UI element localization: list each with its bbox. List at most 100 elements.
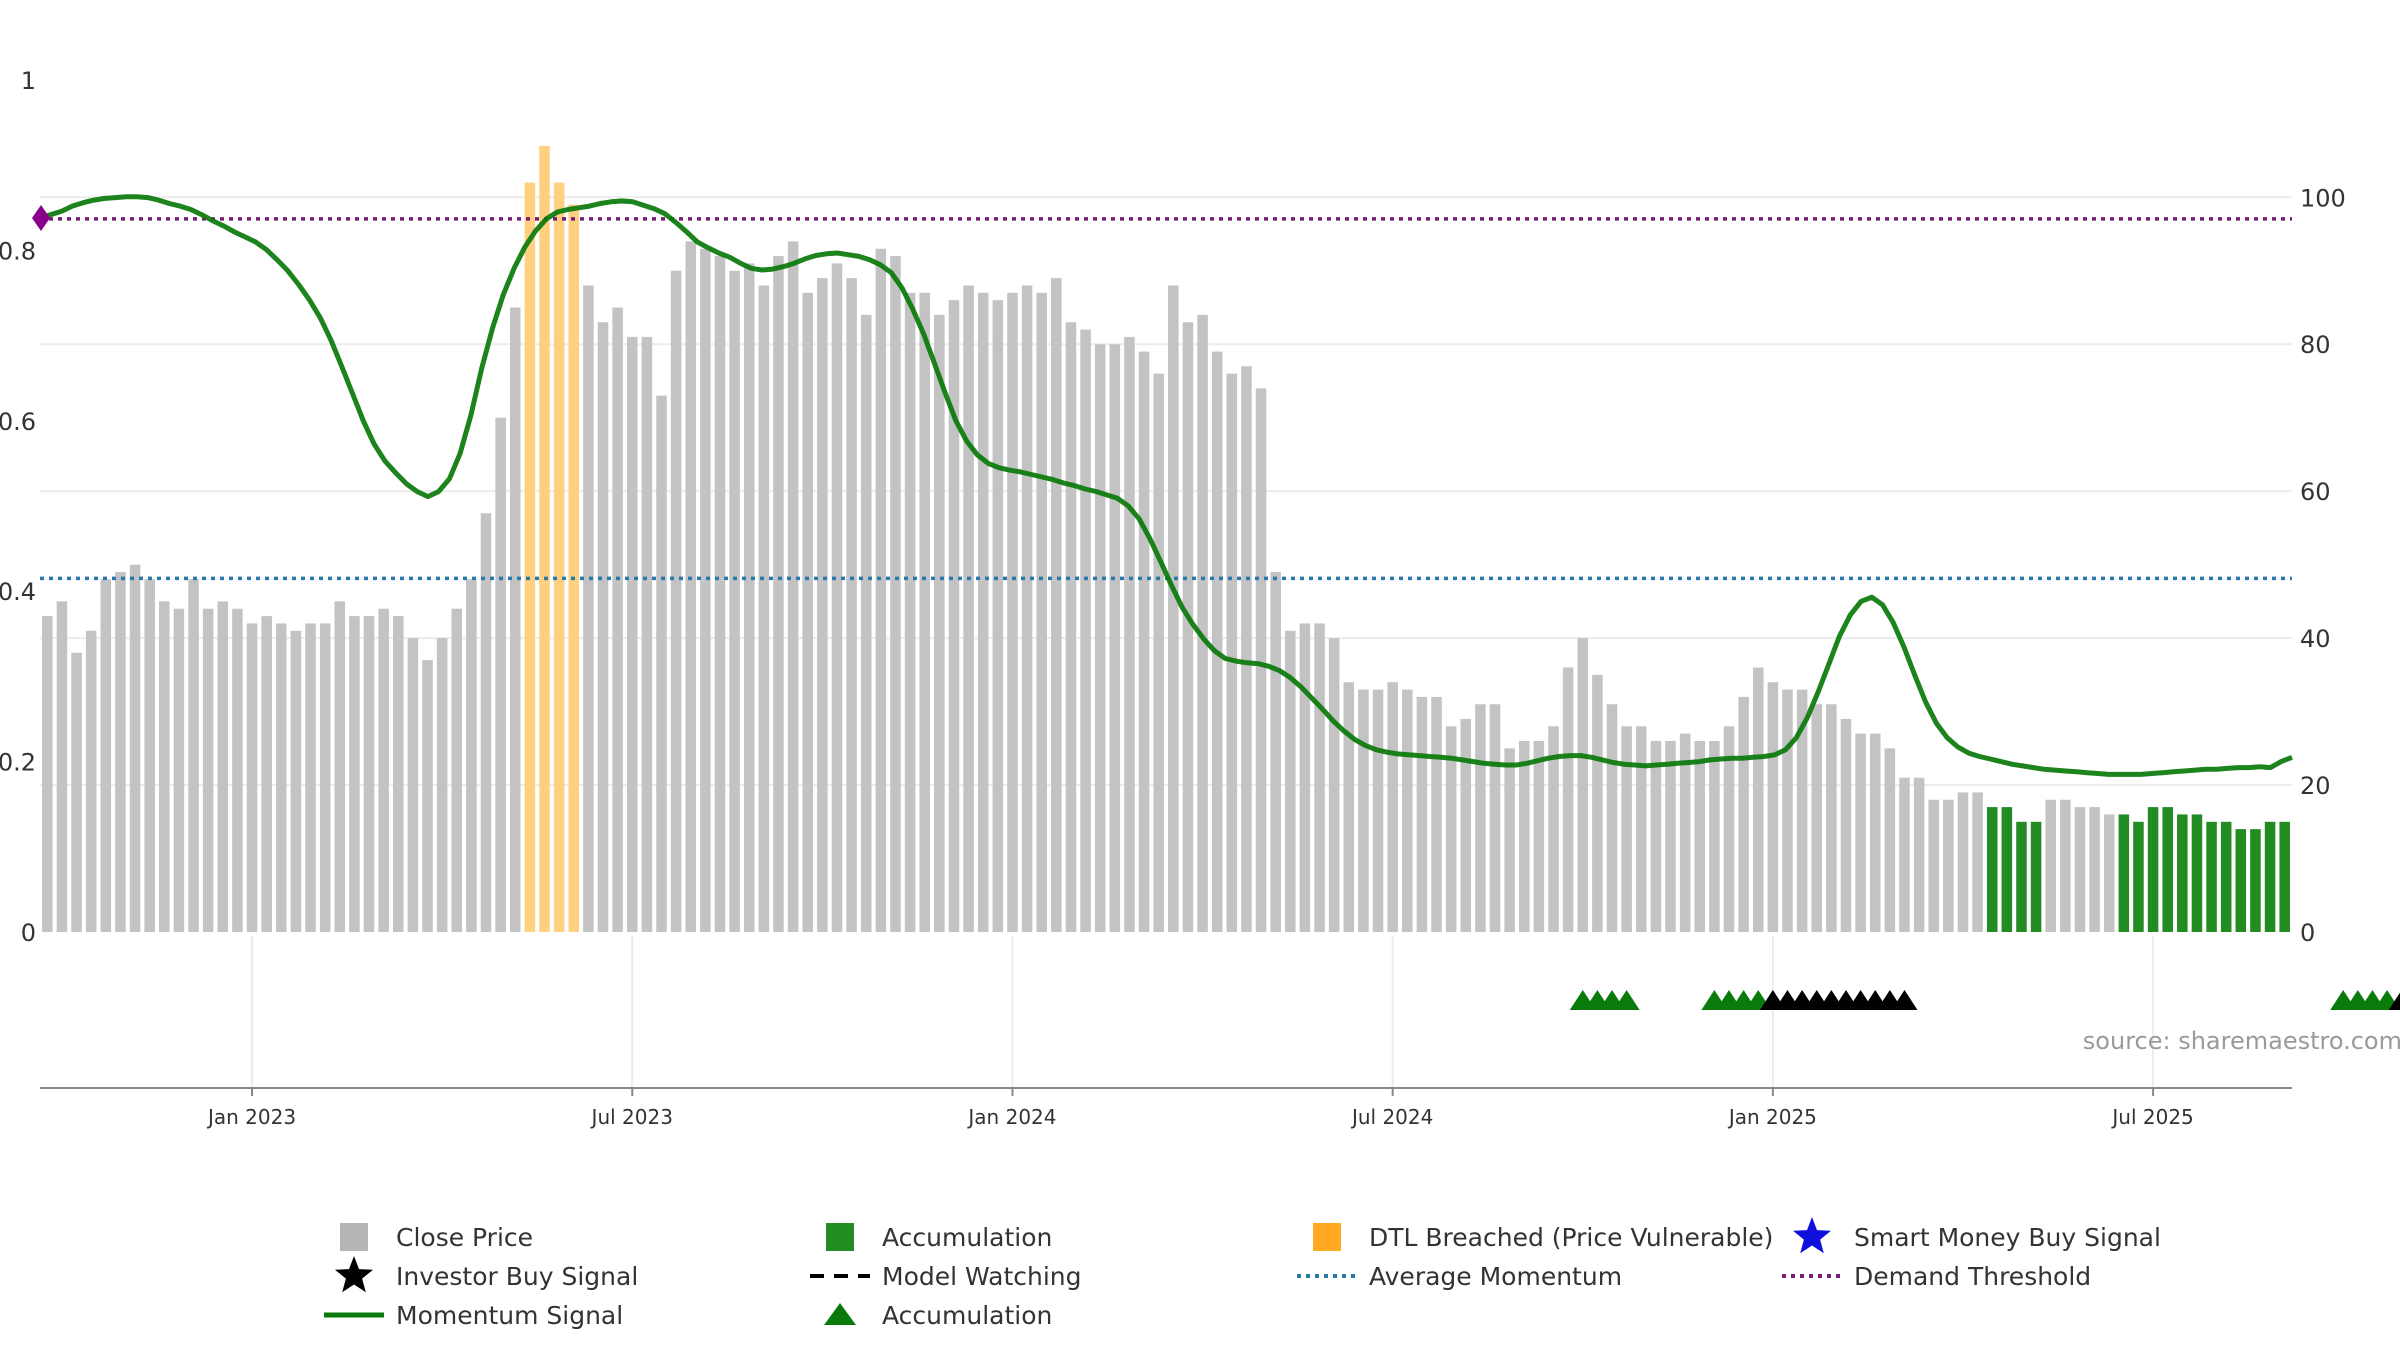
close-price-bar <box>159 601 170 932</box>
close-price-bar <box>56 601 68 932</box>
close-price-bar <box>758 285 770 933</box>
close-price-bar <box>700 248 711 933</box>
accumulation-bar <box>2118 814 2130 932</box>
close-price-bar <box>1899 777 1910 932</box>
accumulation-bar <box>2206 821 2217 932</box>
close-price-bar <box>451 608 463 932</box>
close-price-bar <box>1811 704 1823 932</box>
close-price-bar <box>860 314 872 932</box>
accumulation-markers <box>1569 990 2400 1010</box>
close-price-bar <box>85 630 97 932</box>
x-axis-tick: Jan 2023 <box>206 1105 296 1129</box>
close-price-bar <box>1957 792 1969 932</box>
legend-label-smart_money: Smart Money Buy Signal <box>1854 1223 2161 1252</box>
close-price-bar <box>1226 373 1238 932</box>
accumulation-bar <box>2177 814 2188 932</box>
close-price-bar <box>1504 748 1515 932</box>
accumulation-bar <box>2133 821 2144 932</box>
x-axis-tick: Jul 2024 <box>1350 1105 1433 1129</box>
close-price-bar <box>349 616 360 932</box>
close-price-bar <box>115 572 126 932</box>
close-price-bar <box>1007 292 1018 932</box>
close-price-bar <box>948 300 960 932</box>
close-price-bar <box>1065 322 1077 932</box>
close-price-bar <box>1592 674 1603 932</box>
close-price-bar <box>1387 682 1398 932</box>
close-price-bar <box>1621 726 1632 932</box>
accumulation-bar <box>2001 807 2013 932</box>
close-price-bar <box>1577 638 1589 932</box>
close-price-bar <box>656 395 667 932</box>
left-axis-tick: 0.8 <box>0 237 36 265</box>
close-price-bar <box>1928 799 1939 932</box>
close-price-bar <box>334 601 346 932</box>
close-price-bar <box>626 336 638 932</box>
close-price-bar <box>1358 689 1369 932</box>
close-price-bar <box>1650 740 1662 932</box>
close-price-bar <box>1299 623 1311 932</box>
left-axis-tick: 0.2 <box>0 749 36 777</box>
close-price-bar <box>466 579 477 932</box>
close-price-bar <box>2074 807 2086 932</box>
close-price-bar <box>583 285 594 933</box>
close-price-bar <box>1153 373 1164 932</box>
close-price-bar <box>743 263 755 932</box>
close-price-bar <box>1519 740 1530 932</box>
close-price-bar <box>1372 689 1384 932</box>
close-price-bar <box>363 616 375 932</box>
left-axis-tick: 0.6 <box>0 408 36 436</box>
close-price-bar <box>1548 726 1559 932</box>
reference-lines <box>40 217 2292 581</box>
accumulation-bar <box>2147 807 2159 932</box>
close-price-bar <box>1241 366 1252 932</box>
close-price-bar <box>846 278 857 932</box>
accumulation-bar <box>2016 821 2027 932</box>
close-price-bar <box>378 608 389 932</box>
close-price-bar <box>1723 726 1735 932</box>
legend-swatch-accum_bar <box>826 1223 854 1251</box>
right-axis-tick: 80 <box>2300 331 2331 359</box>
right-axis-tick: 0 <box>2300 919 2315 947</box>
dtl-breached-bar <box>539 145 550 932</box>
accumulation-bar <box>2264 821 2276 932</box>
accumulation-bar <box>2220 821 2232 932</box>
close-price-bar <box>1782 689 1793 932</box>
close-price-bar <box>1314 623 1325 932</box>
legend-label-close: Close Price <box>396 1223 533 1252</box>
close-price-bar <box>1636 726 1647 932</box>
close-price-bar <box>1826 704 1837 932</box>
close-price-bar <box>1913 777 1925 932</box>
close-price-bar <box>422 660 433 932</box>
close-price-bar <box>1343 682 1355 932</box>
close-price-bar <box>393 616 404 932</box>
legend-swatch-close <box>340 1223 368 1251</box>
legend-star-smart_money <box>1793 1217 1831 1254</box>
close-price-bar <box>290 630 302 932</box>
close-price-bar <box>217 601 229 932</box>
accumulation-bar <box>2162 807 2173 932</box>
threshold-start-diamond <box>32 205 50 232</box>
investor-triangle <box>2388 992 2400 1010</box>
accumulation-triangle <box>1613 990 1640 1010</box>
close-price-bar <box>407 638 419 932</box>
left-axis-tick: 0.4 <box>0 578 36 606</box>
close-price-bar <box>1489 704 1501 932</box>
close-price-bar <box>1080 329 1091 932</box>
close-price-bar <box>597 322 609 932</box>
source-label: source: sharemaestro.com <box>2083 1027 2400 1055</box>
close-price-bar <box>319 623 331 932</box>
close-price-bar <box>436 638 448 932</box>
close-price-bar <box>1021 285 1033 933</box>
legend-label-watching: Model Watching <box>882 1262 1082 1291</box>
close-price-bar <box>1869 733 1881 932</box>
close-price-bar <box>1109 344 1121 932</box>
legend-label-investor: Investor Buy Signal <box>396 1262 638 1291</box>
close-price-bar <box>1475 704 1486 932</box>
momentum-signal-line <box>39 194 2293 777</box>
close-price-bar <box>1665 740 1676 932</box>
close-price-bar <box>1094 344 1106 932</box>
close-price-bar <box>100 579 112 932</box>
close-price-bar <box>510 307 521 932</box>
legend-label-accum_bar: Accumulation <box>882 1223 1052 1252</box>
